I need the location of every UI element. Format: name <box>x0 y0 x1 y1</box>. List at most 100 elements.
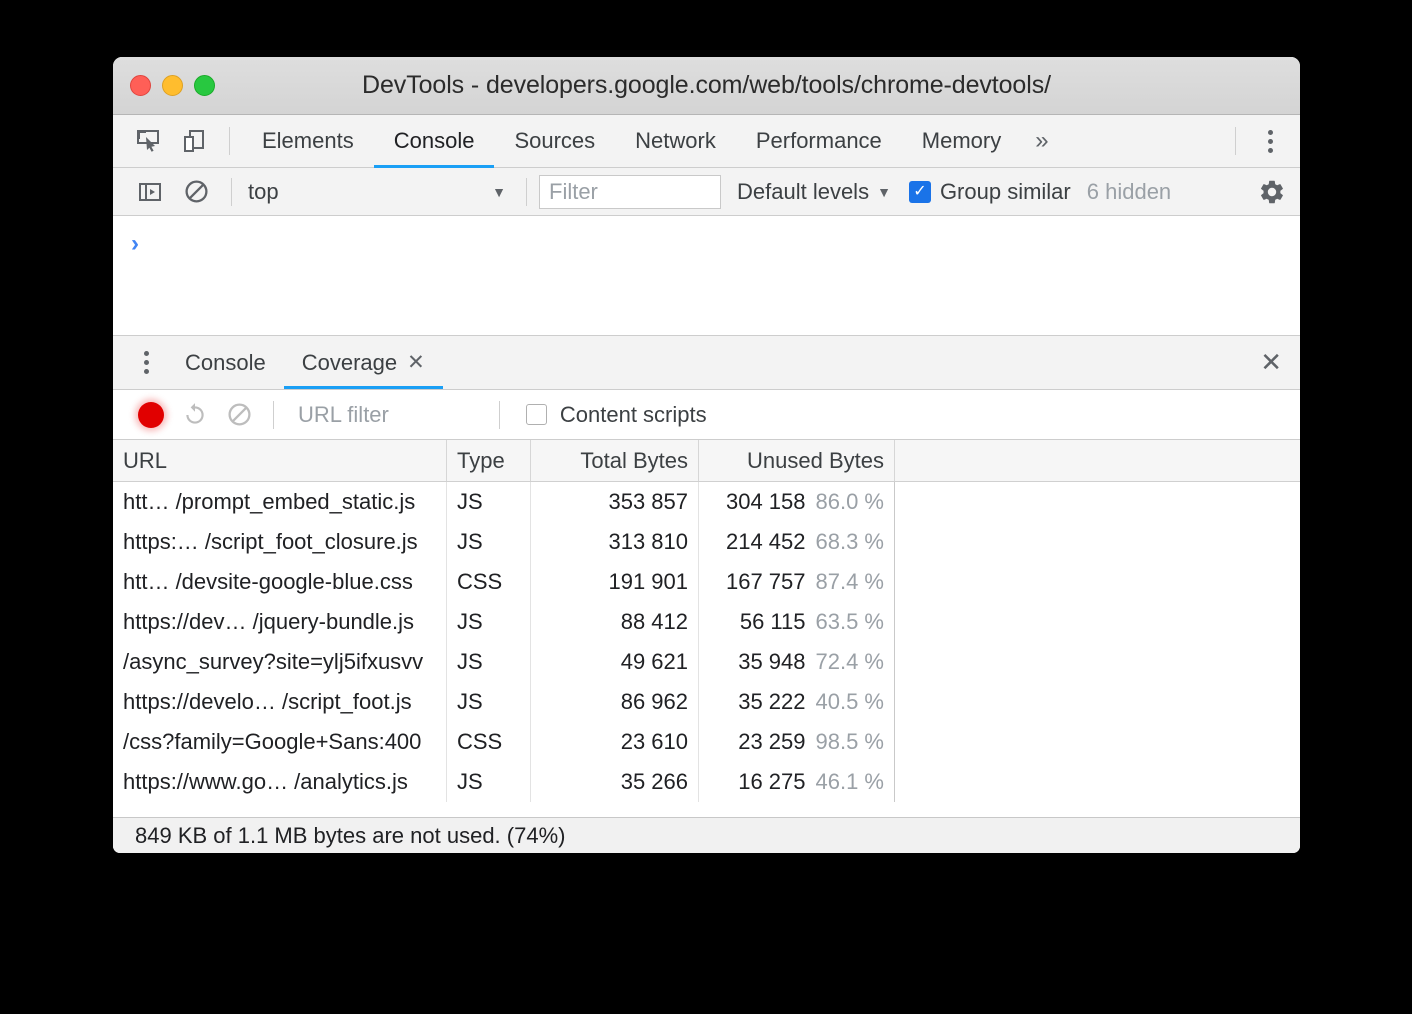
table-row[interactable]: https://develo… /script_foot.js JS 86 962 3… <box>113 682 1300 722</box>
group-similar-checkbox[interactable]: ✓ <box>908 180 931 203</box>
unused-percent-value: 86.0 % <box>815 489 885 514</box>
clear-icon[interactable] <box>217 393 261 437</box>
content-scripts-toggle[interactable]: Content scripts <box>525 401 707 428</box>
more-tabs-icon[interactable]: » <box>1035 127 1049 154</box>
cell-type: JS <box>447 642 531 682</box>
toolbar-right-group <box>1223 119 1300 163</box>
coverage-bar-track <box>905 522 913 562</box>
cell-unused-bytes: 167 757 87.4 % <box>699 562 895 602</box>
hidden-messages-count: 6 hidden <box>1086 178 1172 204</box>
close-window-button[interactable] <box>130 75 151 96</box>
coverage-table: URL Type Total Bytes Unused Bytes htt… /… <box>113 440 1300 802</box>
cell-type: JS <box>447 482 531 522</box>
execution-context-select[interactable]: top ▼ <box>244 175 514 209</box>
table-row[interactable]: /css?family=Google+Sans:400 CSS 23 610 23 2… <box>113 722 1300 762</box>
cell-unused-bytes: 214 452 68.3 % <box>699 522 895 562</box>
coverage-table-header: URL Type Total Bytes Unused Bytes <box>113 440 1300 482</box>
column-header-type[interactable]: Type <box>447 440 531 481</box>
cell-total-bytes: 353 857 <box>531 482 699 522</box>
table-row[interactable]: https://www.go… /analytics.js JS 35 266 16 … <box>113 762 1300 802</box>
table-row[interactable]: htt… /devsite-google-blue.css CSS 191 901 1… <box>113 562 1300 602</box>
column-header-url[interactable]: URL <box>113 440 447 481</box>
unused-percent-value: 87.4 % <box>815 569 885 594</box>
cell-type: JS <box>447 522 531 562</box>
drawer-tab-coverage[interactable]: Coverage ✕ <box>283 336 443 389</box>
coverage-bar-track <box>905 562 913 602</box>
log-levels-select[interactable]: Default levels ▼ <box>737 179 891 205</box>
toolbar-divider <box>229 127 230 155</box>
zoom-window-button[interactable] <box>194 75 215 96</box>
column-header-unused-bytes[interactable]: Unused Bytes <box>699 440 895 481</box>
unused-bytes-value: 214 452 <box>725 529 806 554</box>
table-row[interactable]: htt… /prompt_embed_static.js JS 353 857 304… <box>113 482 1300 522</box>
inspect-element-icon[interactable] <box>125 118 171 164</box>
unused-bytes-value: 304 158 <box>725 489 806 514</box>
cell-url: htt… /devsite-google-blue.css <box>113 562 447 602</box>
table-row[interactable]: https://dev… /jquery-bundle.js JS 88 412 56… <box>113 602 1300 642</box>
table-row[interactable]: /async_survey?site=ylj5ifxusvv JS 49 621 35… <box>113 642 1300 682</box>
device-toolbar-icon[interactable] <box>171 118 217 164</box>
close-coverage-tab-icon[interactable]: ✕ <box>407 351 425 374</box>
clear-console-icon[interactable] <box>173 169 219 215</box>
drawer-tab-console[interactable]: Console <box>167 336 284 389</box>
coverage-bar-track <box>905 762 913 802</box>
panel-tabs: Elements Console Sources Network Perform… <box>242 115 1063 168</box>
cell-coverage-bar <box>895 722 1300 762</box>
unused-percent-value: 40.5 % <box>815 689 885 714</box>
cell-url: /async_survey?site=ylj5ifxusvv <box>113 642 447 682</box>
more-options-icon[interactable] <box>1248 119 1292 163</box>
coverage-table-body: htt… /prompt_embed_static.js JS 353 857 304… <box>113 482 1300 802</box>
cell-url: /css?family=Google+Sans:400 <box>113 722 447 762</box>
cell-type: CSS <box>447 722 531 762</box>
tab-memory[interactable]: Memory <box>921 128 1002 153</box>
column-header-total-bytes[interactable]: Total Bytes <box>531 440 699 481</box>
window-title: DevTools - developers.google.com/web/too… <box>362 71 1051 99</box>
record-button[interactable] <box>129 393 173 437</box>
unused-percent-value: 98.5 % <box>815 729 885 754</box>
gear-icon[interactable] <box>1258 178 1300 206</box>
content-scripts-label: Content scripts <box>559 401 707 427</box>
unused-bytes-value: 167 757 <box>725 569 806 594</box>
cell-url: https://dev… /jquery-bundle.js <box>113 602 447 642</box>
coverage-summary-text: 849 KB of 1.1 MB bytes are not used. (74… <box>135 822 566 848</box>
coverage-bar-track <box>905 642 913 682</box>
cell-coverage-bar <box>895 642 1300 682</box>
cell-url: https://develo… /script_foot.js <box>113 682 447 722</box>
console-sidebar-icon[interactable] <box>127 169 173 215</box>
unused-percent-value: 68.3 % <box>815 529 885 554</box>
tab-network[interactable]: Network <box>635 128 716 153</box>
chevron-down-icon: ▼ <box>492 183 506 200</box>
unused-percent-value: 72.4 % <box>815 649 885 674</box>
tab-sources[interactable]: Sources <box>514 128 596 153</box>
content-scripts-checkbox[interactable] <box>525 404 547 425</box>
cell-coverage-bar <box>895 482 1300 522</box>
window-title-bar: DevTools - developers.google.com/web/too… <box>113 57 1300 115</box>
traffic-lights <box>113 75 215 96</box>
drawer-more-icon[interactable] <box>125 336 167 389</box>
console-output-area[interactable]: › <box>113 216 1300 336</box>
reload-icon[interactable] <box>173 393 217 437</box>
console-filter-input[interactable]: Filter <box>539 174 721 209</box>
unused-percent-value: 46.1 % <box>815 769 885 794</box>
coverage-bar-track <box>905 722 913 762</box>
cell-total-bytes: 191 901 <box>531 562 699 602</box>
coverage-status-bar: 849 KB of 1.1 MB bytes are not used. (74… <box>113 817 1300 853</box>
url-filter-input[interactable]: URL filter <box>298 401 389 427</box>
devtools-main-toolbar: Elements Console Sources Network Perform… <box>113 115 1300 168</box>
cell-total-bytes: 88 412 <box>531 602 699 642</box>
unused-percent-value: 63.5 % <box>815 609 885 634</box>
tab-elements[interactable]: Elements <box>262 128 354 153</box>
console-prompt-icon: › <box>131 230 139 257</box>
tab-performance[interactable]: Performance <box>755 128 882 153</box>
drawer-tab-console-label: Console <box>185 349 266 375</box>
minimize-window-button[interactable] <box>162 75 183 96</box>
group-similar-toggle[interactable]: ✓ Group similar <box>908 178 1071 205</box>
drawer-tab-coverage-label: Coverage <box>301 349 398 375</box>
tab-console[interactable]: Console <box>373 115 495 168</box>
column-header-bar[interactable] <box>895 440 1300 481</box>
group-similar-label: Group similar <box>939 178 1071 204</box>
coverage-toolbar: URL filter Content scripts <box>113 390 1300 440</box>
console-toolbar-divider-1 <box>231 177 232 206</box>
table-row[interactable]: https:… /script_foot_closure.js JS 313 810… <box>113 522 1300 562</box>
close-drawer-icon[interactable]: ✕ <box>1260 347 1282 377</box>
